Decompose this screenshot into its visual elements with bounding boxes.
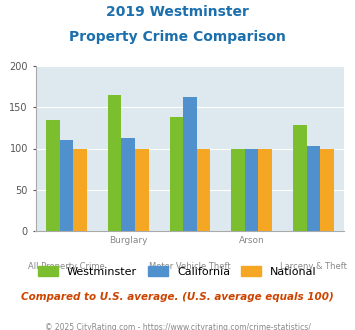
Bar	[135, 148, 148, 231]
Bar	[293, 124, 307, 231]
Bar	[245, 148, 258, 231]
Legend: Westminster, California, National: Westminster, California, National	[34, 261, 321, 281]
Text: Motor Vehicle Theft: Motor Vehicle Theft	[149, 262, 231, 271]
Bar	[60, 140, 73, 231]
Bar	[231, 148, 245, 231]
Bar	[183, 96, 197, 231]
Bar	[121, 138, 135, 231]
Bar	[170, 117, 183, 231]
Text: Larceny & Theft: Larceny & Theft	[280, 262, 347, 271]
Bar	[73, 148, 87, 231]
Bar	[197, 148, 210, 231]
Bar	[46, 120, 60, 231]
Text: Property Crime Comparison: Property Crime Comparison	[69, 30, 286, 44]
Bar	[108, 95, 121, 231]
Bar	[258, 148, 272, 231]
Text: Compared to U.S. average. (U.S. average equals 100): Compared to U.S. average. (U.S. average …	[21, 292, 334, 302]
Text: 2019 Westminster: 2019 Westminster	[106, 5, 249, 19]
Bar	[307, 146, 320, 231]
Text: © 2025 CityRating.com - https://www.cityrating.com/crime-statistics/: © 2025 CityRating.com - https://www.city…	[45, 323, 310, 330]
Bar	[320, 148, 334, 231]
Text: All Property Crime: All Property Crime	[28, 262, 105, 271]
